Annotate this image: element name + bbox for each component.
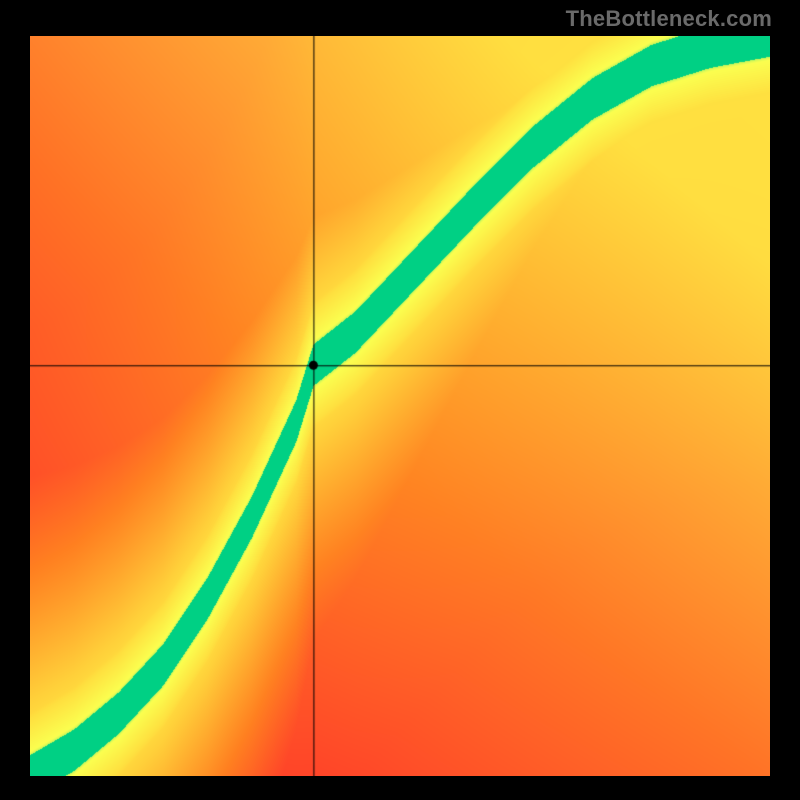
watermark-text: TheBottleneck.com [566,6,772,32]
heatmap-canvas [30,36,770,776]
heatmap-plot [30,36,770,776]
chart-container: TheBottleneck.com [0,0,800,800]
